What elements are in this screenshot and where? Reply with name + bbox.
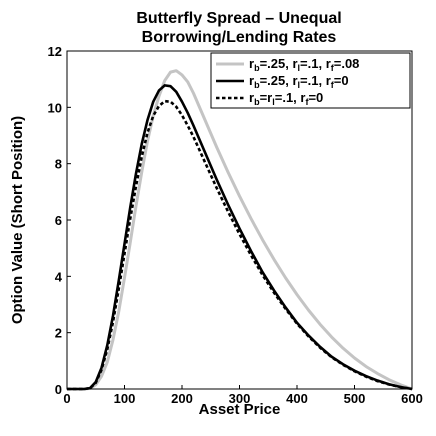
x-axis-label: Asset Price <box>199 401 281 418</box>
ticks-layer: 0 100 200 300 400 500 600 0 2 4 6 8 10 12 <box>48 44 423 406</box>
legend-label-3: rb=rl=.1, rf=0 <box>249 90 323 107</box>
x-tick-label: 300 <box>229 391 251 406</box>
series-line-1 <box>67 69 413 391</box>
x-tick-label: 400 <box>286 391 308 406</box>
chart-title-line-2: Borrowing/Lending Rates <box>142 29 337 46</box>
y-tick-label: 10 <box>48 100 62 115</box>
series-line-2 <box>67 84 413 391</box>
y-tick-label: 2 <box>55 326 62 341</box>
x-tick-label: 200 <box>171 391 193 406</box>
y-tick-label: 0 <box>55 382 62 397</box>
series-layer <box>67 69 413 391</box>
y-axis-label: Option Value (Short Position) <box>9 116 26 324</box>
x-tick-label: 100 <box>114 391 136 406</box>
series-line-3 <box>67 99 413 391</box>
y-tick-label: 6 <box>55 213 62 228</box>
y-tick-label: 8 <box>55 157 62 172</box>
x-tick-label: 0 <box>63 391 70 406</box>
legend-label-2: rb=.25, rl=.1, rf=0 <box>249 73 349 90</box>
y-tick-label: 4 <box>55 269 63 284</box>
legend-label-1: rb=.25, rl=.1, rf=.08 <box>249 56 359 73</box>
y-tick-label: 12 <box>48 44 62 59</box>
x-tick-label: 600 <box>401 391 423 406</box>
chart-title-line-1: Butterfly Spread – Unequal <box>136 10 341 27</box>
legend-box <box>210 52 411 109</box>
x-tick-label: 500 <box>344 391 366 406</box>
